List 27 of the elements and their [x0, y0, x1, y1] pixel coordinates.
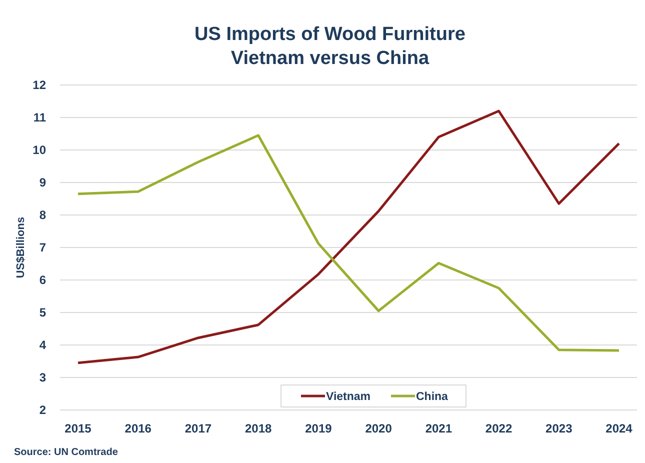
source-note: Source: UN Comtrade [14, 447, 118, 458]
x-tick-label: 2017 [184, 422, 212, 436]
chart-title: US Imports of Wood Furniture [194, 24, 466, 45]
legend-label: Vietnam [326, 391, 371, 403]
y-tick-label: 4 [39, 338, 46, 352]
y-tick-label: 5 [39, 305, 46, 320]
x-tick-label: 2019 [305, 422, 332, 436]
y-tick-label: 6 [39, 272, 46, 287]
y-tick-label: 2 [39, 402, 46, 417]
x-tick-label: 2021 [425, 422, 452, 436]
y-axis-title: US$Billions [15, 216, 27, 278]
y-tick-label: 11 [33, 110, 46, 124]
y-tick-label: 8 [39, 208, 46, 222]
x-tick-label: 2015 [64, 422, 92, 436]
legend-label: China [416, 391, 449, 403]
x-tick-label: 2024 [606, 422, 633, 436]
chart-subtitle: Vietnam versus China [230, 48, 430, 69]
y-tick-label: 7 [39, 240, 46, 254]
x-tick-label: 2020 [365, 422, 392, 436]
x-tick-label: 2022 [485, 422, 512, 436]
x-tick-label: 2018 [244, 422, 272, 436]
y-tick-label: 12 [32, 78, 46, 92]
y-tick-label: 3 [39, 370, 46, 384]
y-tick-label: 9 [39, 175, 46, 190]
x-tick-label: 2016 [124, 422, 152, 436]
y-tick-label: 10 [32, 142, 46, 157]
x-tick-label: 2023 [546, 422, 573, 436]
